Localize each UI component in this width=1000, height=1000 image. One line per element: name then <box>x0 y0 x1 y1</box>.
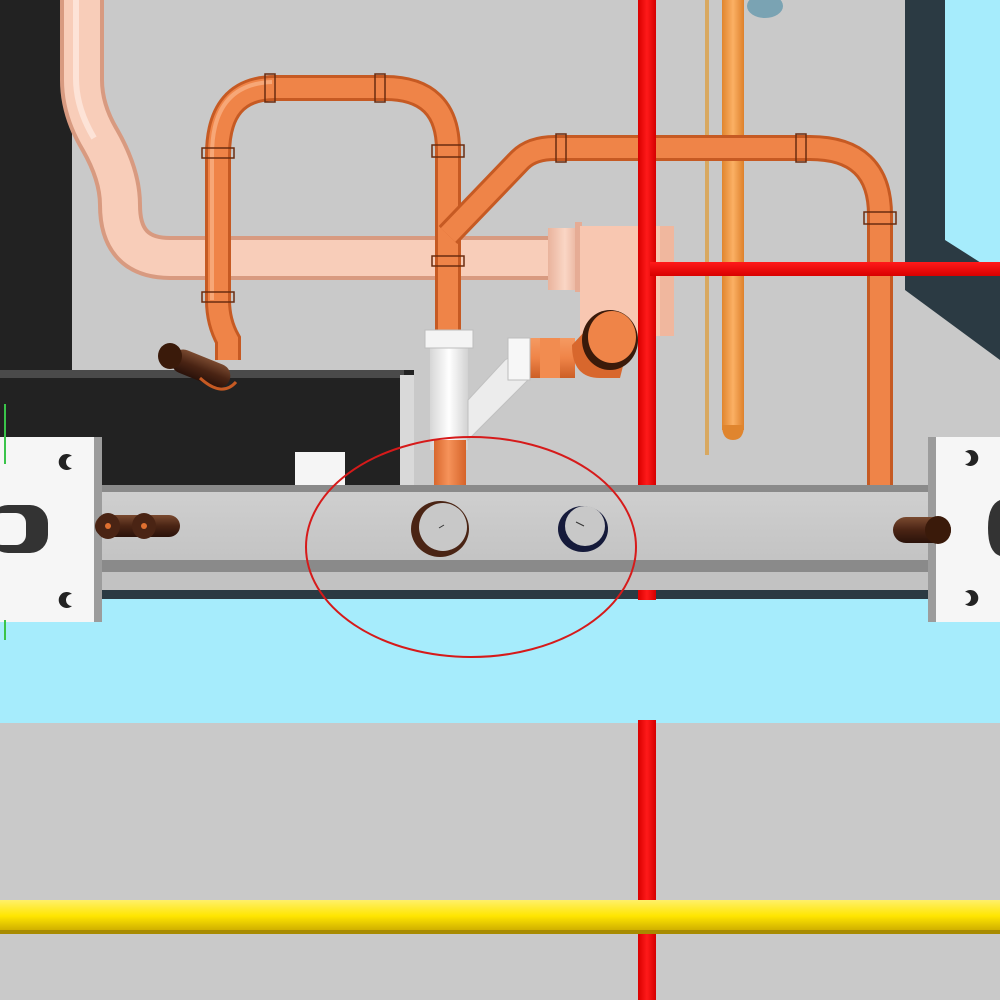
salmon-duct <box>60 0 674 336</box>
valve-handle-top <box>158 343 238 391</box>
support-rail <box>95 485 940 590</box>
valve-handle-right <box>893 516 951 544</box>
cyan-zone <box>0 598 1000 723</box>
pipe-opening-left[interactable] <box>411 501 469 557</box>
gold-pipe <box>705 0 783 455</box>
ellipse-markup-icon[interactable] <box>305 436 637 658</box>
copper-pipes <box>201 73 897 485</box>
pvc-wye <box>424 329 531 490</box>
rail-shadow <box>0 590 1000 599</box>
yellow-pipe <box>0 900 1000 934</box>
valve-handles-left <box>95 513 180 539</box>
pipe-opening-right[interactable] <box>558 506 608 552</box>
round-fitting <box>572 310 638 378</box>
label-tab <box>296 453 344 485</box>
